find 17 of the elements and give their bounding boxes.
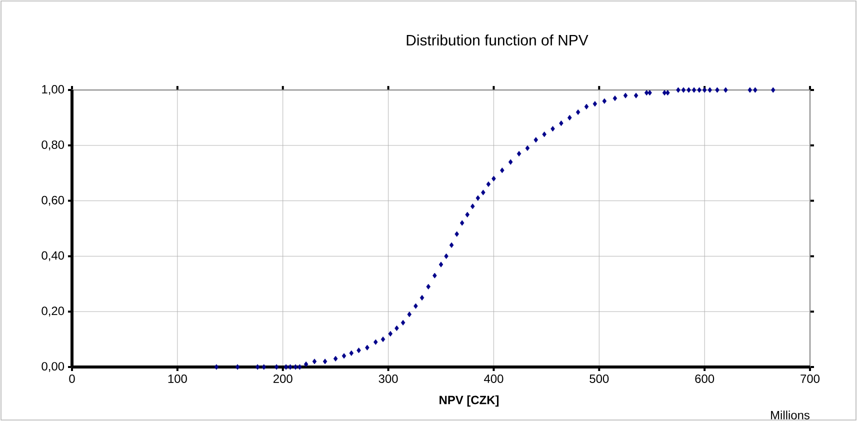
chart-title: Distribution function of NPV — [406, 34, 588, 46]
y-tick-label: 0,60 — [42, 196, 64, 206]
y-tick-label: 1,00 — [42, 85, 64, 95]
x-tick-label: 500 — [590, 374, 609, 383]
text: Millions — [771, 410, 810, 420]
x-axis-title: NPV [CZK] — [440, 395, 499, 407]
y-tick-label: 0,40 — [42, 251, 64, 262]
x-tick-label: 600 — [695, 374, 714, 383]
x-tick-label: 700 — [800, 374, 820, 383]
y-tick-label: 0,80 — [42, 140, 64, 150]
x-tick-label: 300 — [378, 374, 398, 383]
x-tick-label: 100 — [168, 374, 187, 383]
x-tick-label: 400 — [484, 374, 504, 383]
x-tick-label: 0 — [69, 374, 75, 383]
y-tick-label: 0,20 — [42, 306, 64, 317]
x-tick-label: 200 — [273, 374, 292, 383]
y-tick-label: 0,00 — [42, 362, 64, 372]
